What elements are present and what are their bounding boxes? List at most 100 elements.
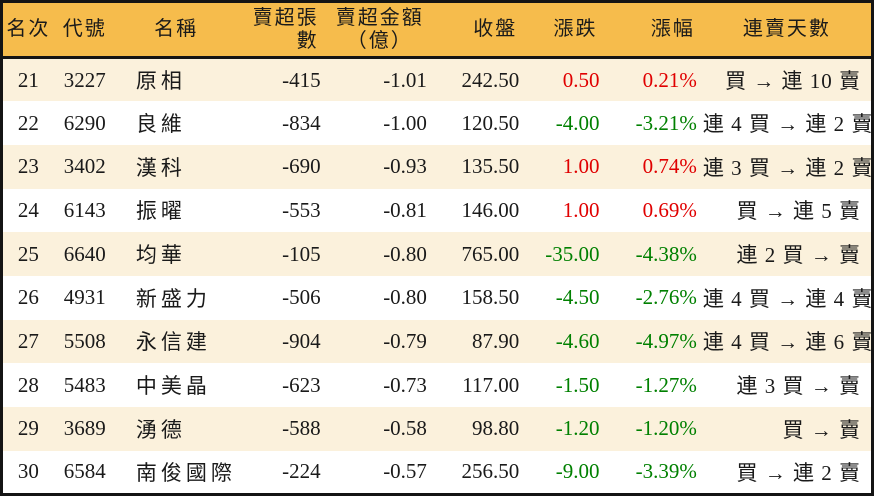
cell-change-pct: -1.20%: [635, 416, 697, 441]
table-row: 27 5508 永信建 -904 -0.79 87.90 -4.60 -4.97% 連 4 買 …: [1, 319, 874, 364]
cell-sell-volume: -834: [282, 110, 321, 135]
cell-sell-amount: -0.93: [383, 154, 427, 179]
cell-name: 永信建: [135, 330, 211, 355]
cell-sell-amount: -0.57: [383, 459, 427, 484]
col-header-change-pct: 漲幅: [605, 1, 703, 59]
cell-sell-amount: -0.80: [383, 285, 427, 310]
table-row: 24 6143 振曜 -553 -0.81 146.00 1.00 0.69% 買 → 連 5 …: [1, 188, 873, 233]
cell-change: -9.00: [555, 459, 600, 484]
cell-rank: 29: [17, 416, 39, 441]
cell-code: 6640: [63, 241, 106, 266]
cell-code: 6290: [63, 110, 106, 135]
cell-sell-volume: -553: [282, 197, 321, 222]
table-row: 26 4931 新盛力 -506 -0.80 158.50 -4.50 -2.76% 連 4 買…: [1, 275, 874, 320]
col-header-sell-amount: 賣超金額 （億）: [326, 1, 433, 59]
col-header-name: 名稱: [115, 1, 237, 59]
cell-sell-amount: -0.79: [383, 328, 427, 353]
cell-streak: 買 → 連 2 賣: [736, 460, 861, 485]
cell-streak: 連 3 買 → 連 2 賣: [702, 155, 874, 180]
col-header-sell-volume: 賣超張數: [236, 1, 327, 59]
cell-close: 117.00: [462, 372, 520, 397]
cell-sell-amount: -0.80: [383, 241, 427, 266]
cell-sell-volume: -415: [282, 67, 321, 92]
cell-sell-amount: -0.73: [383, 372, 427, 397]
col-header-sell-amount-line1: 賣超金額: [335, 6, 424, 29]
cell-change: -4.50: [555, 285, 600, 310]
cell-change-pct: -4.97%: [635, 328, 697, 353]
cell-streak: 買 → 賣: [782, 417, 861, 442]
cell-sell-volume: -506: [282, 285, 321, 310]
cell-sell-volume: -690: [282, 154, 321, 179]
cell-change-pct: -4.38%: [635, 241, 697, 266]
cell-rank: 28: [17, 372, 39, 397]
col-header-rank: 名次: [1, 1, 54, 59]
cell-sell-volume: -105: [282, 241, 321, 266]
cell-close: 120.50: [461, 110, 520, 135]
cell-change-pct: 0.21%: [642, 67, 697, 92]
cell-change-pct: -3.39%: [635, 459, 697, 484]
cell-rank: 26: [17, 285, 39, 310]
cell-name: 振曜: [135, 199, 186, 224]
cell-code: 3227: [63, 67, 106, 92]
cell-name: 中美晶: [135, 374, 211, 399]
col-header-close: 收盤: [432, 1, 526, 59]
cell-streak: 連 2 買 → 賣: [736, 243, 861, 268]
cell-sell-amount: -1.01: [383, 67, 427, 92]
cell-close: 765.00: [461, 241, 520, 266]
cell-rank: 21: [17, 67, 39, 92]
cell-sell-volume: -588: [282, 416, 321, 441]
cell-rank: 30: [17, 459, 39, 484]
cell-change-pct: -1.27%: [635, 372, 697, 397]
cell-change: 1.00: [562, 154, 600, 179]
cell-code: 6143: [63, 197, 106, 222]
table-row: 30 6584 南俊國際 -224 -0.57 256.50 -9.00 -3.39% 買 → …: [1, 450, 873, 495]
cell-streak: 連 3 買 → 賣: [736, 374, 861, 399]
cell-streak: 連 4 買 → 連 6 賣: [702, 330, 874, 355]
col-header-streak: 連賣天數: [702, 1, 873, 59]
cell-close: 242.50: [461, 67, 520, 92]
cell-code: 5508: [63, 328, 106, 353]
table-row: 29 3689 湧德 -588 -0.58 98.80 -1.20 -1.20% 買 → 賣: [1, 407, 873, 451]
cell-name: 原相: [135, 69, 186, 94]
cell-change-pct: 0.74%: [642, 154, 697, 179]
cell-streak: 連 4 買 → 連 2 賣: [702, 112, 874, 137]
table-row: 28 5483 中美晶 -623 -0.73 117.00 -1.50 -1.27% 連 3 買…: [1, 363, 873, 407]
table-row: 21 3227 原相 -415 -1.01 242.50 0.50 0.21% 買 → 連 10…: [1, 57, 873, 102]
cell-change: -4.00: [555, 110, 600, 135]
cell-streak: 連 4 買 → 連 4 賣: [702, 286, 874, 311]
cell-name: 南俊國際: [135, 460, 236, 485]
table-row: 23 3402 漢科 -690 -0.93 135.50 1.00 0.74% 連 3 買 → …: [1, 144, 874, 189]
cell-close: 146.00: [461, 197, 520, 222]
cell-change: -4.60: [555, 328, 600, 353]
header-row: 名次 代號 名稱 賣超張數 賣超金額 （億） 收盤 漲跌 漲幅 連賣天數: [1, 1, 873, 59]
col-header-sell-amount-line2: （億）: [346, 29, 413, 52]
cell-rank: 24: [17, 197, 39, 222]
cell-change-pct: -3.21%: [635, 110, 697, 135]
cell-change-pct: 0.69%: [642, 197, 697, 222]
cell-rank: 23: [17, 154, 39, 179]
cell-name: 良維: [135, 112, 186, 137]
cell-sell-amount: -0.81: [383, 197, 427, 222]
cell-sell-amount: -1.00: [383, 110, 427, 135]
table-row: 22 6290 良維 -834 -1.00 120.50 -4.00 -3.21% 連 4 買 …: [1, 101, 874, 145]
cell-change: -35.00: [545, 241, 600, 266]
cell-code: 5483: [63, 372, 106, 397]
cell-rank: 22: [17, 110, 39, 135]
table-row: 25 6640 均華 -105 -0.80 765.00 -35.00 -4.38% 連 2 買…: [1, 232, 873, 276]
cell-sell-volume: -623: [282, 372, 321, 397]
cell-sell-amount: -0.58: [383, 416, 427, 441]
col-header-change: 漲跌: [525, 1, 606, 59]
cell-code: 3689: [63, 416, 106, 441]
cell-change: 1.00: [562, 197, 600, 222]
cell-sell-volume: -224: [282, 459, 321, 484]
cell-name: 漢科: [135, 155, 186, 180]
cell-code: 6584: [63, 459, 106, 484]
cell-change-pct: -2.76%: [635, 285, 697, 310]
cell-close: 158.50: [461, 285, 520, 310]
cell-name: 湧德: [135, 417, 186, 442]
cell-code: 4931: [63, 285, 106, 310]
cell-rank: 27: [17, 328, 39, 353]
cell-name: 新盛力: [135, 286, 211, 311]
cell-streak: 買 → 連 5 賣: [736, 199, 861, 224]
